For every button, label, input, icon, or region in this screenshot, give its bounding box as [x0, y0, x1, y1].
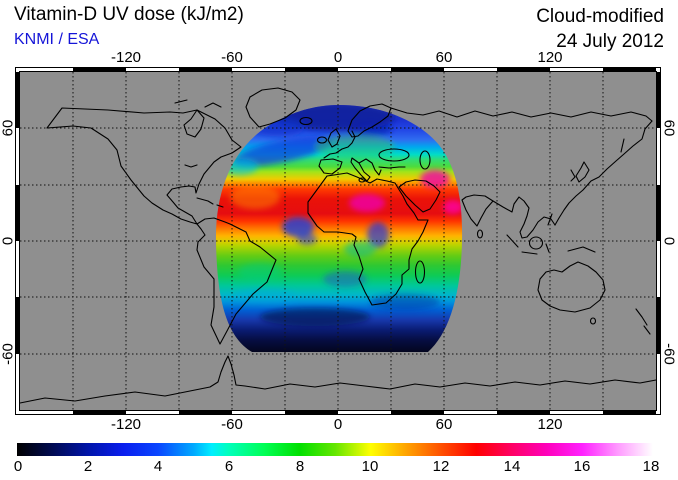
colorbar-tick-8: 8: [295, 458, 305, 475]
lat-tick-right--60: -60: [660, 343, 678, 365]
date-label: 24 July 2012: [556, 31, 664, 52]
lon-tick-top-0: 0: [333, 49, 343, 66]
lon-tick-top-60: 60: [435, 49, 453, 66]
lon-tick-bottom-120: 120: [537, 416, 563, 433]
graticule-gridlines: [20, 72, 656, 410]
lon-tick-bottom-60: 60: [435, 416, 453, 433]
colorbar-tick-18: 18: [642, 458, 660, 475]
coastlines: [19, 87, 657, 404]
colorbar-tick-16: 16: [573, 458, 591, 475]
colorbar-tick-0: 0: [13, 458, 23, 475]
lon-tick-top--120: -120: [110, 49, 142, 66]
lon-tick-bottom-0: 0: [333, 416, 343, 433]
colorbar-tick-10: 10: [361, 458, 379, 475]
mode-label: Cloud-modified: [536, 6, 664, 27]
world-map-canvas: [15, 67, 661, 415]
map-outer-frame: [15, 67, 661, 415]
colorbar-tick-12: 12: [432, 458, 450, 475]
lon-tick-top-120: 120: [537, 49, 563, 66]
colorbar-gradient: [17, 443, 653, 456]
colorbar-tick-2: 2: [83, 458, 93, 475]
colorbar-tick-6: 6: [224, 458, 234, 475]
lon-tick-bottom--120: -120: [110, 416, 142, 433]
lat-tick-right-0: 0: [660, 236, 678, 246]
uv-data-swath: [215, 105, 463, 352]
cloud-modification-patches: [222, 105, 463, 326]
lon-tick-top--60: -60: [221, 49, 243, 66]
data-source-label: KNMI / ESA: [14, 31, 100, 48]
colorbar-tick-14: 14: [503, 458, 521, 475]
page-title: Vitamin-D UV dose (kJ/m2): [14, 4, 244, 25]
lat-tick-right-60: 60: [660, 119, 678, 137]
lon-tick-bottom--60: -60: [221, 416, 243, 433]
header-right: Cloud-modified 24 July 2012: [536, 4, 664, 54]
map-inner-frame: [19, 71, 657, 411]
colorbar-tick-4: 4: [153, 458, 163, 475]
